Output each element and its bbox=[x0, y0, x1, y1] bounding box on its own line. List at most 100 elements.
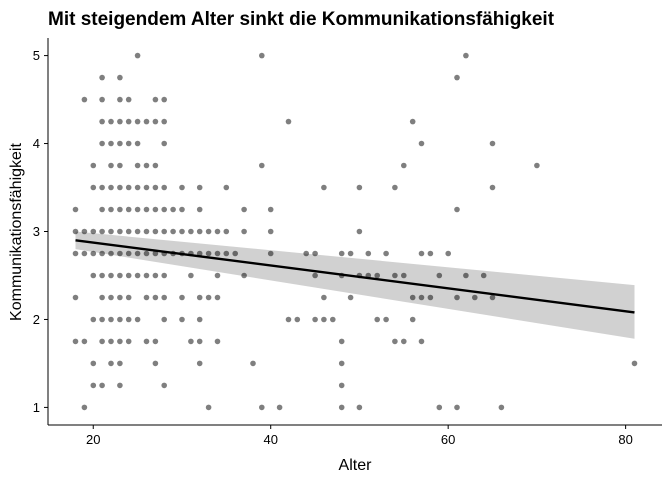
y-tick-label: 4 bbox=[33, 136, 40, 151]
data-point bbox=[90, 360, 97, 367]
data-point bbox=[489, 140, 496, 147]
data-point bbox=[108, 338, 114, 345]
data-point bbox=[125, 338, 132, 345]
data-point bbox=[383, 250, 389, 257]
data-point bbox=[401, 338, 407, 345]
data-point bbox=[117, 96, 123, 103]
data-point bbox=[409, 316, 416, 323]
x-tick-label: 20 bbox=[86, 432, 100, 447]
data-point bbox=[356, 228, 363, 235]
data-point bbox=[170, 206, 176, 213]
data-point bbox=[294, 316, 301, 323]
data-point bbox=[72, 338, 79, 345]
data-point bbox=[409, 118, 416, 125]
data-point bbox=[152, 272, 159, 279]
data-point bbox=[196, 228, 203, 235]
data-point bbox=[108, 250, 114, 257]
data-point bbox=[534, 162, 540, 169]
data-point bbox=[134, 52, 141, 59]
data-point bbox=[214, 294, 221, 301]
data-point bbox=[161, 272, 167, 279]
data-point bbox=[267, 228, 274, 235]
data-point bbox=[409, 294, 416, 301]
data-point bbox=[108, 272, 114, 279]
data-point bbox=[330, 316, 336, 323]
data-point bbox=[196, 250, 203, 257]
chart-title: Mit steigendem Alter sinkt die Kommunika… bbox=[48, 9, 555, 30]
data-point bbox=[152, 250, 159, 257]
data-point bbox=[117, 228, 123, 235]
data-point bbox=[117, 74, 123, 81]
data-point bbox=[99, 294, 105, 301]
data-point bbox=[134, 184, 141, 191]
data-point bbox=[267, 206, 274, 213]
data-point bbox=[267, 250, 274, 257]
data-point bbox=[125, 294, 132, 301]
data-point bbox=[134, 140, 141, 147]
data-point bbox=[99, 140, 105, 147]
data-point bbox=[117, 250, 123, 257]
data-point bbox=[356, 404, 363, 411]
data-point bbox=[365, 250, 372, 257]
data-point bbox=[196, 338, 203, 345]
data-point bbox=[338, 338, 345, 345]
data-point bbox=[125, 272, 132, 279]
data-point bbox=[214, 272, 221, 279]
data-point bbox=[321, 316, 327, 323]
data-point bbox=[125, 316, 132, 323]
data-point bbox=[188, 272, 194, 279]
y-axis-ticks: 1 2 3 4 5 bbox=[33, 48, 48, 415]
data-point bbox=[125, 184, 132, 191]
data-point bbox=[125, 228, 132, 235]
data-point bbox=[108, 184, 114, 191]
data-point bbox=[276, 404, 283, 411]
data-point bbox=[117, 382, 123, 389]
data-point bbox=[631, 360, 638, 367]
y-tick-label: 3 bbox=[33, 224, 40, 239]
data-point bbox=[454, 294, 460, 301]
data-point bbox=[152, 360, 159, 367]
data-point bbox=[108, 360, 114, 367]
data-point bbox=[312, 316, 318, 323]
data-point bbox=[418, 294, 425, 301]
data-point bbox=[436, 272, 443, 279]
data-point bbox=[117, 140, 123, 147]
data-point bbox=[418, 250, 425, 257]
data-point bbox=[81, 404, 88, 411]
data-point bbox=[117, 360, 123, 367]
data-point bbox=[72, 228, 79, 235]
x-axis-title: Alter bbox=[339, 457, 373, 474]
data-point bbox=[338, 360, 345, 367]
data-point bbox=[99, 228, 105, 235]
data-point bbox=[72, 250, 79, 257]
data-point bbox=[108, 118, 114, 125]
data-point bbox=[321, 294, 327, 301]
data-point bbox=[338, 404, 345, 411]
data-point bbox=[161, 184, 167, 191]
data-point bbox=[285, 316, 292, 323]
data-point bbox=[125, 140, 132, 147]
data-point bbox=[196, 206, 203, 213]
data-point bbox=[143, 228, 150, 235]
data-point bbox=[223, 228, 230, 235]
y-tick-label: 2 bbox=[33, 312, 40, 327]
data-point bbox=[108, 316, 114, 323]
data-point bbox=[152, 206, 159, 213]
data-point bbox=[188, 338, 194, 345]
plot-area bbox=[72, 52, 638, 411]
data-point bbox=[81, 96, 88, 103]
data-point bbox=[161, 228, 167, 235]
data-point bbox=[179, 206, 185, 213]
data-point bbox=[205, 228, 212, 235]
data-point bbox=[161, 294, 167, 301]
data-point bbox=[90, 272, 97, 279]
data-point bbox=[454, 206, 460, 213]
data-point bbox=[223, 184, 230, 191]
data-point bbox=[179, 316, 185, 323]
data-point bbox=[72, 294, 79, 301]
data-point bbox=[90, 250, 97, 257]
confidence-band bbox=[75, 231, 635, 339]
data-point bbox=[81, 338, 88, 345]
data-point bbox=[152, 118, 159, 125]
data-point bbox=[241, 206, 247, 213]
